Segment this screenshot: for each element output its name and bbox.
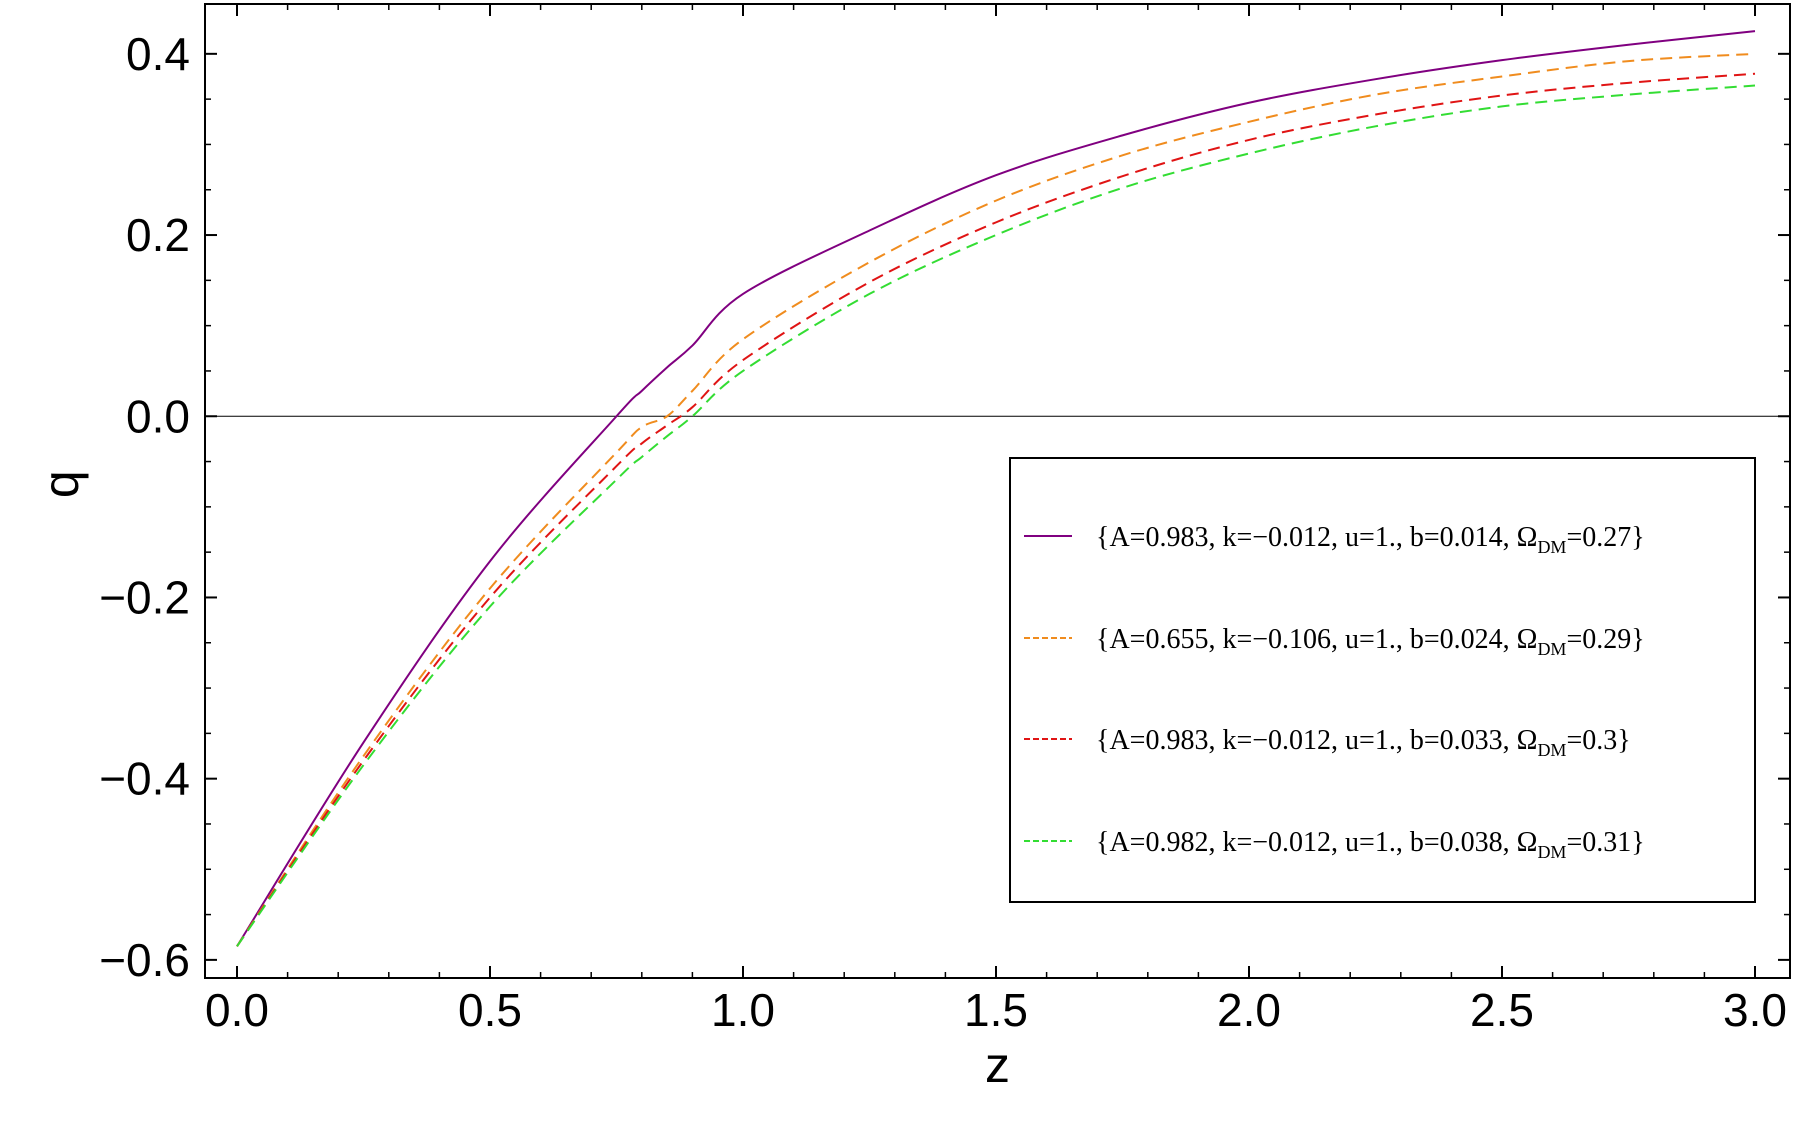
x-axis-title: z bbox=[985, 1037, 1010, 1093]
series-line-4 bbox=[236, 84, 1756, 947]
legend-label-4: {A=0.982, k=−0.012, u=1., b=0.038, ΩDM=0… bbox=[1096, 827, 1645, 862]
y-tick-label: 0.0 bbox=[126, 390, 190, 442]
x-tick-label: 1.5 bbox=[964, 984, 1028, 1036]
x-tick-label: 2.5 bbox=[1470, 984, 1534, 1036]
y-tick-label: −0.4 bbox=[99, 753, 190, 805]
plot-border bbox=[204, 3, 1791, 979]
plot-frame bbox=[204, 3, 1791, 979]
y-tick-label: −0.2 bbox=[99, 571, 190, 623]
legend-label-2: {A=0.655, k=−0.106, u=1., b=0.024, ΩDM=0… bbox=[1096, 624, 1645, 659]
legend-label-3: {A=0.983, k=−0.012, u=1., b=0.033, ΩDM=0… bbox=[1096, 725, 1631, 760]
series-line-1 bbox=[236, 30, 1756, 947]
series-line-2 bbox=[236, 52, 1756, 947]
legend-label-1: {A=0.983, k=−0.012, u=1., b=0.014, ΩDM=0… bbox=[1096, 522, 1645, 557]
y-tick-label: −0.6 bbox=[99, 934, 190, 986]
y-tick-label: 0.2 bbox=[126, 209, 190, 261]
series-lines bbox=[236, 30, 1756, 947]
x-tick-label: 2.0 bbox=[1217, 984, 1281, 1036]
y-axis: −0.6 −0.4 −0.2 0.0 0.2 0.4 bbox=[99, 28, 1790, 986]
legend: {A=0.983, k=−0.012, u=1., b=0.014, ΩDM=0… bbox=[1009, 457, 1756, 903]
y-tick-label: 0.4 bbox=[126, 28, 190, 80]
x-tick-label: 3.0 bbox=[1723, 984, 1787, 1036]
x-axis: 0.0 0.5 1.0 1.5 2.0 2.5 3.0 bbox=[205, 4, 1787, 1036]
legend-box bbox=[1009, 457, 1756, 903]
y-axis-title: q bbox=[33, 470, 89, 498]
x-tick-label: 0.0 bbox=[205, 984, 269, 1036]
x-tick-label: 0.5 bbox=[458, 984, 522, 1036]
x-tick-label: 1.0 bbox=[711, 984, 775, 1036]
